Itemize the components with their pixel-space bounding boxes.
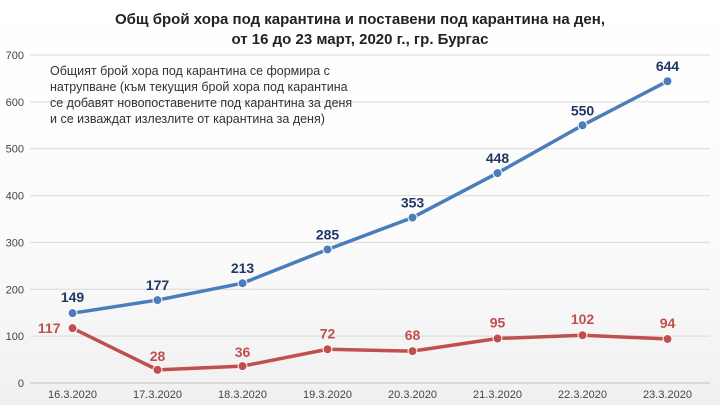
data-label: 68 <box>405 327 421 343</box>
annotation-note: Общият брой хора под карантина се формир… <box>50 64 352 126</box>
series-line <box>70 79 670 315</box>
data-label: 94 <box>660 315 676 331</box>
x-tick-label: 20.3.2020 <box>388 389 437 401</box>
data-label: 72 <box>320 325 336 341</box>
gridlines <box>30 54 710 337</box>
data-point <box>237 278 248 289</box>
y-tick-label: 600 <box>6 97 24 109</box>
data-label: 353 <box>401 195 425 211</box>
series-1: 149 177 213 285 353 448 550 644 <box>61 58 680 319</box>
y-tick-label: 300 <box>6 237 24 249</box>
x-tick-label: 21.3.2020 <box>473 389 522 401</box>
data-point <box>322 244 333 255</box>
data-label: 28 <box>150 348 166 364</box>
data-label: 102 <box>571 311 595 327</box>
chart-subtitle: от 16 до 23 март, 2020 г., гр. Бургас <box>232 31 489 48</box>
series-layer: 149 177 213 285 353 448 550 644 117 28 36 72 68 95 102… <box>38 58 680 375</box>
annotation-line: се добавят новопоставените под карантина… <box>50 96 352 110</box>
y-tick-label: 400 <box>6 191 24 203</box>
data-label: 117 <box>38 320 61 336</box>
data-label: 644 <box>656 58 680 74</box>
data-point <box>407 346 418 357</box>
data-label: 95 <box>490 314 506 330</box>
data-point <box>67 323 78 334</box>
y-tick-label: 700 <box>6 50 24 62</box>
data-label: 36 <box>235 344 251 360</box>
data-point <box>492 168 503 179</box>
data-label: 550 <box>571 102 595 118</box>
x-tick-label: 19.3.2020 <box>303 389 352 401</box>
annotation-line: и се изваждат излезлите от карантина за … <box>50 112 325 126</box>
annotation-line: Общият брой хора под карантина се формир… <box>50 64 330 78</box>
data-point <box>67 308 78 319</box>
data-point <box>662 333 673 344</box>
data-label: 448 <box>486 150 510 166</box>
x-tick-label: 18.3.2020 <box>218 389 267 401</box>
y-tick-label: 500 <box>6 144 24 156</box>
data-point <box>407 212 418 223</box>
x-tick-label: 23.3.2020 <box>643 389 692 401</box>
series-line <box>70 326 670 372</box>
chart-title: Общ брой хора под карантина и поставени … <box>115 11 605 28</box>
data-point <box>322 344 333 355</box>
y-tick-label: 100 <box>6 331 24 343</box>
data-point <box>492 333 503 344</box>
data-point <box>152 364 163 375</box>
data-point <box>662 76 673 87</box>
series-2: 117 28 36 72 68 95 102 94 <box>38 311 676 375</box>
data-point <box>577 120 588 131</box>
data-label: 177 <box>146 277 170 293</box>
data-label: 149 <box>61 289 85 305</box>
data-point <box>152 295 163 306</box>
y-tick-label: 0 <box>18 378 24 390</box>
data-point <box>237 361 248 372</box>
x-tick-label: 22.3.2020 <box>558 389 607 401</box>
x-tick-label: 17.3.2020 <box>133 389 182 401</box>
annotation-line: натрупване (към текущия брой хора под ка… <box>50 80 348 94</box>
axes: 0 100 200 300 400 500 600 700 16.3.2020 17.3.2020… <box>6 50 710 401</box>
data-label: 213 <box>231 260 255 276</box>
data-point <box>577 330 588 341</box>
y-tick-label: 200 <box>6 284 24 296</box>
x-tick-label: 16.3.2020 <box>48 389 97 401</box>
data-label: 285 <box>316 226 340 242</box>
